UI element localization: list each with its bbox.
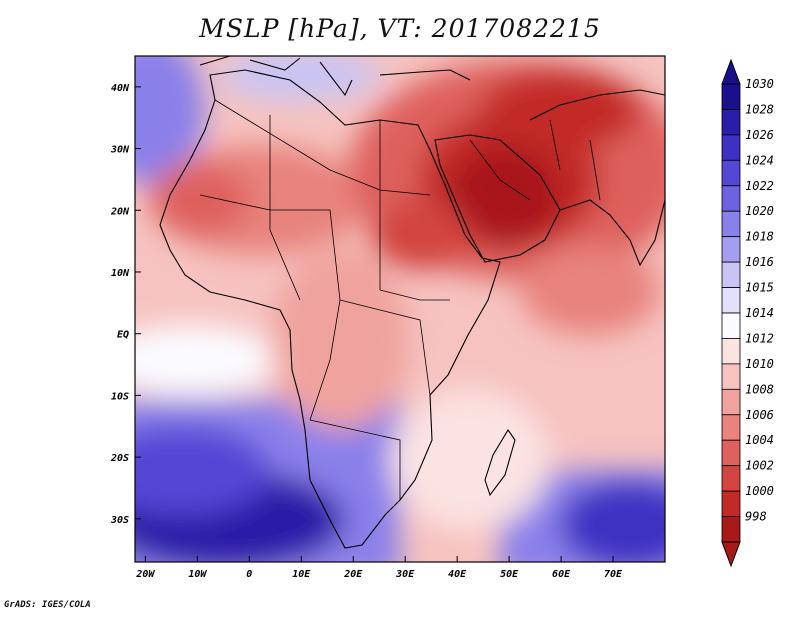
longitude-axis: 20W 10W 0 10E 20E 30E 40E 50E 60E 70E (135, 556, 623, 580)
lon-tick-label: 70E (604, 569, 623, 580)
lon-tick-label: 20W (135, 569, 155, 580)
lat-tick-label: 30S (110, 515, 129, 526)
colorbar-label: 1020 (745, 204, 774, 218)
colorbar-swatch (721, 287, 741, 314)
colorbar-label: 1024 (745, 153, 774, 167)
colorbar-swatch (721, 312, 741, 339)
colorbar-swatch (721, 83, 741, 110)
colorbar-label: 1010 (745, 357, 774, 371)
arabian-low-core (450, 145, 560, 245)
colorbar-swatch (721, 134, 741, 161)
lat-tick-label: 40N (111, 83, 130, 94)
colorbar-label: 1014 (745, 306, 774, 320)
lat-tick-label: 20N (110, 206, 130, 217)
arabian-sea (520, 245, 660, 335)
colorbar-label: 1002 (745, 459, 774, 473)
colorbar-swatch (721, 439, 741, 467)
lon-tick-label: 40E (448, 569, 467, 580)
lon-tick-label: 60E (552, 569, 571, 580)
colorbar-label: 1015 (745, 281, 774, 295)
plot-frame (134, 55, 666, 563)
map-title: MSLP [hPa], VT: 2017082215 (199, 14, 601, 43)
lon-tick-label: 10E (292, 569, 311, 580)
colorbar-swatch (721, 338, 741, 365)
south-atlantic-mid (135, 425, 270, 515)
colorbar-label: 1008 (745, 382, 774, 396)
colorbar-label: 1000 (745, 484, 774, 498)
colorbar-swatch (721, 465, 741, 492)
lon-tick-label: 30E (395, 569, 415, 580)
iran-low (480, 70, 640, 150)
lon-tick-label: 10W (188, 569, 207, 580)
colorbar-label: 1030 (745, 77, 774, 91)
colorbar-label: 1012 (745, 331, 774, 345)
colorbar-label: 1016 (745, 255, 774, 269)
colorbar-swatch (721, 185, 741, 212)
colorbar-swatch (721, 159, 741, 187)
colorbar-swatch (721, 414, 741, 441)
coastlines (159, 56, 665, 549)
grads-credit: GrADS: IGES/COLA (4, 600, 91, 610)
colorbar-top-arrow (721, 58, 741, 85)
colorbar-swatch (721, 109, 741, 136)
colorbar-swatch (721, 210, 741, 238)
lon-tick-label: 0 (246, 569, 252, 580)
colorbar-label: 1018 (745, 230, 774, 244)
azores-ridge (135, 56, 205, 185)
lat-tick-label: 30N (110, 145, 130, 156)
colorbar-swatch (721, 490, 741, 517)
colorbar-label: 998 (745, 510, 767, 524)
colorbar-label: 1004 (745, 433, 774, 447)
tropical-atlantic-pale (135, 325, 280, 395)
colorbar-swatch (721, 516, 741, 543)
europe-coastline (199, 56, 471, 97)
colorbar-label: 1026 (745, 128, 774, 142)
lon-tick-label: 50E (500, 569, 519, 580)
colorbar: 1030 1028 1026 1024 1022 1020 1018 1016 1015 1014… (721, 58, 774, 568)
colorbar-label: 1006 (745, 408, 774, 422)
central-africa (270, 250, 410, 430)
mozambique-channel-pale (390, 390, 550, 530)
colorbar-label: 1028 (745, 102, 774, 116)
africa-coastline (159, 69, 501, 549)
colorbar-label: 1022 (745, 179, 774, 193)
lat-tick-label: 20S (110, 453, 129, 464)
mediterranean-high (220, 56, 380, 100)
arabia-coastline (434, 134, 561, 263)
lat-tick-label: 10S (111, 391, 129, 402)
colorbar-bottom-arrow (721, 541, 741, 568)
lat-tick-label: EQ (117, 330, 129, 341)
lat-tick-label: 10N (111, 268, 130, 279)
colorbar-swatch (721, 388, 741, 416)
colorbar-swatch (721, 236, 741, 263)
latitude-axis: 40N 30N 20N 10N EQ 10S 20S 30S (110, 83, 141, 526)
indian-ocean-core (560, 480, 665, 562)
madagascar-coastline (484, 428, 516, 497)
colorbar-swatch (721, 261, 741, 288)
sudan-low (370, 200, 470, 270)
pressure-field (135, 56, 665, 562)
colorbar-swatch (721, 363, 741, 390)
lon-tick-label: 20E (343, 569, 363, 580)
asia-coastline (529, 89, 665, 267)
country-borders (199, 99, 601, 500)
west-sahara-low (150, 165, 250, 235)
